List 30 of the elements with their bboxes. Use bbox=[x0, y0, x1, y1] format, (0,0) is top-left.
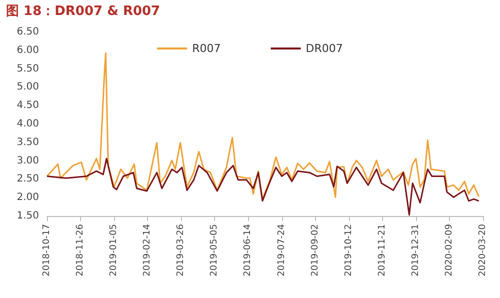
y-tick-label: 3.50 bbox=[16, 136, 39, 148]
x-tick-label: 2019-06-14 bbox=[243, 224, 254, 276]
y-tick-label: 4.00 bbox=[16, 118, 39, 130]
y-tick-label: 2.00 bbox=[16, 192, 39, 204]
x-tick-label: 2019-09-02 bbox=[310, 224, 320, 276]
y-tick-label: 4.50 bbox=[16, 100, 39, 112]
x-tick-label: 2020-02-09 bbox=[444, 224, 454, 276]
legend-label: DR007 bbox=[306, 42, 343, 55]
y-tick-label: 6.50 bbox=[16, 26, 39, 38]
y-tick-label: 6.00 bbox=[16, 44, 39, 56]
legend-label: R007 bbox=[192, 42, 221, 55]
y-tick-label: 3.00 bbox=[16, 155, 39, 166]
x-tick-label: 2019-07-24 bbox=[276, 224, 287, 276]
y-tick-label: 5.50 bbox=[16, 63, 39, 74]
x-tick-label: 2019-12-31 bbox=[410, 224, 421, 276]
line-series bbox=[46, 158, 480, 216]
x-tick-label: 2018-11-26 bbox=[76, 224, 86, 276]
x-tick-label: 2019-01-05 bbox=[109, 224, 120, 276]
y-tick-label: 5.00 bbox=[16, 82, 39, 93]
chart-title: 图 18：DR007 & R007 bbox=[6, 3, 160, 20]
x-tick-label: 2019-11-21 bbox=[377, 224, 388, 276]
x-tick-label: 2019-10-12 bbox=[344, 224, 354, 276]
x-tick-label: 2018-10-17 bbox=[42, 224, 52, 276]
x-tick-label: 2020-03-20 bbox=[478, 224, 488, 276]
x-tick-label: 2019-03-26 bbox=[176, 224, 186, 276]
x-tick-label: 2019-05-05 bbox=[210, 224, 220, 276]
y-tick-label: 2.50 bbox=[16, 174, 39, 185]
y-tick-label: 1.50 bbox=[16, 210, 39, 222]
x-tick-label: 2019-02-14 bbox=[142, 224, 153, 276]
line-series bbox=[46, 52, 480, 200]
